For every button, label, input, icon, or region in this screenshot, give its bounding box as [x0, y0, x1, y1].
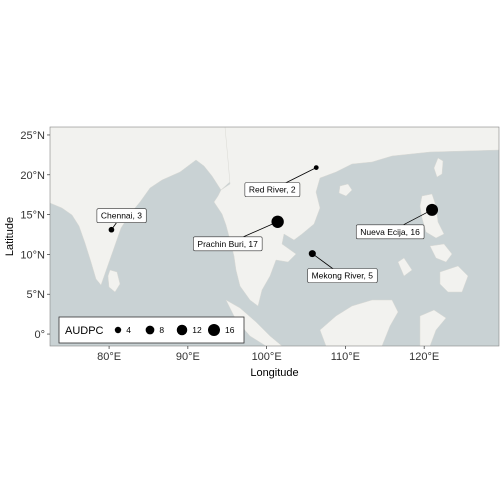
legend-size-label: 8: [159, 325, 164, 335]
legend-size-label: 12: [192, 325, 202, 335]
x-axis-ticks: 80°E 90°E 100°E 110°E 120°E: [97, 346, 439, 363]
legend-items: 4 8 12 16: [114, 324, 235, 336]
x-tick-label: 90°E: [176, 351, 200, 363]
y-tick-label: 5°N: [27, 289, 46, 301]
y-axis-ticks: 0° 5°N 10°N 15°N 20°N 25°N: [20, 130, 50, 341]
y-tick-label: 20°N: [20, 170, 45, 182]
legend-size-key: [208, 324, 220, 336]
map-panel[interactable]: [49, 126, 500, 347]
point-label-box: [244, 182, 301, 197]
panel-border: [49, 126, 500, 347]
y-tick-label: 15°N: [20, 210, 45, 222]
data-point[interactable]: [108, 226, 115, 233]
point-label-box: [193, 236, 263, 252]
x-axis-label: Longitude: [250, 367, 298, 379]
point-label-text: Chennai, 3: [101, 211, 142, 221]
data-points: [108, 165, 439, 258]
land-hainan: [338, 183, 353, 197]
point-label: Chennai, 3: [96, 208, 147, 224]
y-axis-label: Latitude: [4, 217, 16, 256]
y-tick-label: 0°: [34, 329, 45, 341]
legend-size-key: [145, 325, 155, 335]
point-label: Prachin Buri, 17: [193, 236, 263, 252]
land-borneo: [319, 299, 399, 346]
point-label-text: Mekong River, 5: [312, 271, 374, 281]
x-tick-label: 80°E: [97, 351, 121, 363]
land-mainland-southeast-asia: [213, 127, 499, 307]
point-label-box: [307, 268, 378, 283]
point-label: Red River, 2: [244, 182, 301, 197]
land-luzon: [419, 193, 445, 239]
land-palawan: [397, 257, 413, 277]
x-tick-label: 110°E: [331, 351, 360, 363]
legend-size-key: [114, 326, 122, 334]
land-sulawesi: [419, 309, 447, 346]
legend-title: AUDPC: [65, 325, 104, 337]
point-label-box: [355, 224, 425, 240]
data-point[interactable]: [271, 215, 284, 228]
point-label: Mekong River, 5: [307, 268, 378, 283]
y-tick-label: 10°N: [20, 249, 45, 261]
point-label: Nueva Ecija, 16: [355, 224, 425, 240]
point-label-box: [96, 208, 147, 224]
land-mindanao: [439, 265, 469, 293]
y-tick-label: 25°N: [20, 130, 45, 142]
size-legend: AUDPC 4 8 12 16: [58, 316, 245, 344]
land-layer: [50, 127, 499, 346]
x-tick-label: 120°E: [409, 351, 439, 363]
point-label-text: Prachin Buri, 17: [197, 239, 258, 249]
data-point[interactable]: [308, 250, 316, 258]
data-point[interactable]: [313, 165, 319, 170]
point-labels: Chennai, 3 Red River, 2 Prachin Buri, 17 Me…: [96, 182, 425, 283]
legend-size-key: [176, 324, 188, 336]
point-label-text: Nueva Ecija, 16: [360, 227, 420, 237]
data-point[interactable]: [426, 203, 439, 216]
land-visayas: [429, 243, 453, 263]
land-sri-lanka: [107, 269, 121, 293]
x-tick-label: 100°E: [252, 351, 282, 363]
land-taiwan: [433, 157, 444, 178]
point-label-text: Red River, 2: [249, 185, 296, 195]
legend-size-label: 16: [225, 325, 235, 335]
legend-size-label: 4: [126, 325, 131, 335]
